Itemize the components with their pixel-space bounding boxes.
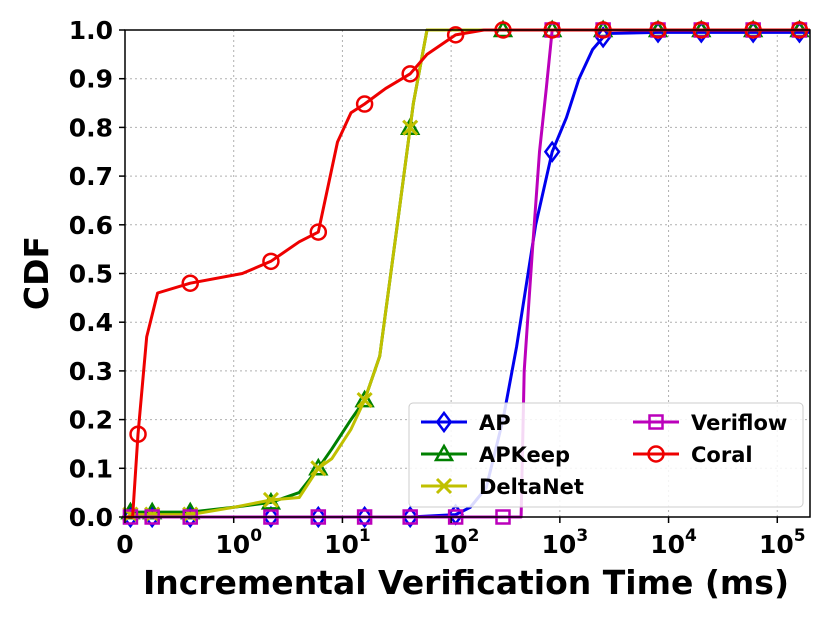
data-point <box>446 26 465 44</box>
data-point <box>356 392 373 409</box>
legend-marker <box>647 445 665 463</box>
legend-label: AP <box>479 411 511 435</box>
data-point <box>262 491 279 509</box>
data-point <box>594 26 612 49</box>
legend-item: APKeep <box>421 443 570 467</box>
y-tick-label: 0.9 <box>69 65 113 94</box>
data-point <box>401 505 419 529</box>
legend-item: Coral <box>633 443 753 467</box>
x-tick-label: 104 <box>650 526 697 559</box>
x-tick-label: 101 <box>324 526 371 559</box>
x-tick-label: 100 <box>215 526 262 559</box>
legend: AP APKeep DeltaNet Veriflow Coral <box>408 402 804 508</box>
y-tick-label: 0.2 <box>69 406 113 435</box>
x-tick-label: 102 <box>433 526 480 559</box>
legend-marker <box>435 410 453 434</box>
legend-item: Veriflow <box>633 411 787 435</box>
data-point <box>262 252 280 271</box>
y-tick-label: 0.5 <box>69 260 113 289</box>
series-line <box>130 28 810 517</box>
legend-marker <box>648 414 664 430</box>
data-point <box>308 457 329 476</box>
data-point <box>354 389 375 408</box>
legend-item: DeltaNet <box>421 475 584 499</box>
y-tick-label: 0.7 <box>69 162 113 191</box>
legend-item: AP <box>421 410 511 435</box>
legend-box <box>408 402 804 508</box>
y-tick-label: 0.0 <box>69 503 113 532</box>
legend-label: DeltaNet <box>479 475 584 499</box>
x-axis-title: Incremental Verification Time (ms) <box>143 563 789 602</box>
y-tick-label: 0.1 <box>69 454 113 483</box>
data-point <box>356 505 373 529</box>
data-point <box>129 425 147 443</box>
y-axis-title: CDF <box>17 236 56 310</box>
data-point <box>309 223 328 241</box>
y-tick-label: 0.6 <box>69 211 113 240</box>
legend-label: Veriflow <box>691 411 787 435</box>
data-point <box>262 505 280 529</box>
legend-marker <box>435 477 453 495</box>
data-point <box>310 460 327 477</box>
data-point <box>181 274 199 292</box>
y-tick-label: 0.4 <box>69 308 113 337</box>
legend-label: Coral <box>691 443 753 467</box>
x-tick-label: 103 <box>542 526 589 559</box>
data-point <box>543 140 561 163</box>
data-point <box>401 65 419 83</box>
x-tick-label: 105 <box>759 526 806 559</box>
data-point <box>309 505 327 529</box>
x-tick-label: 0 <box>116 530 133 559</box>
data-point <box>355 95 374 113</box>
series-line <box>125 28 810 519</box>
y-tick-label: 0.3 <box>69 357 113 386</box>
data-point <box>402 119 419 136</box>
y-tick-label: 1.0 <box>69 16 113 45</box>
legend-marker <box>433 443 455 462</box>
axes: 0.0 0.1 0.2 0.3 0.4 0.5 0.6 0.7 0.8 0.9 1.0 0 100 101… <box>69 16 806 559</box>
legend-label: APKeep <box>479 443 570 467</box>
y-tick-label: 0.8 <box>69 113 113 142</box>
